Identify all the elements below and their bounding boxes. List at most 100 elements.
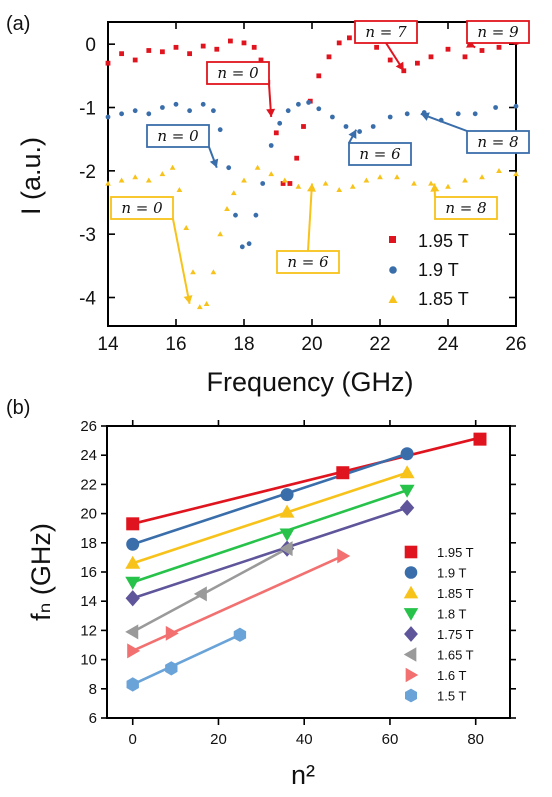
y-tick-label: 22 <box>80 476 97 493</box>
legend-marker-1-5-t <box>405 689 417 703</box>
legend-label-1-9-t: 1.9 T <box>437 566 466 581</box>
panel-b-x-axis-title: n² <box>291 760 315 790</box>
x-tick-label: 40 <box>296 731 313 748</box>
data-point-1-95-t <box>106 61 111 66</box>
data-point-1-9-t <box>269 143 274 148</box>
data-point-1-9-t <box>119 111 124 116</box>
x-tick-label: 20 <box>301 334 322 355</box>
data-point-1-85-t <box>296 184 302 189</box>
x-tick-label: 20 <box>210 731 227 748</box>
data-point-1-95-t <box>133 58 138 63</box>
data-point-1-85-t <box>513 171 519 176</box>
annotation-label: n = 7 <box>365 23 407 41</box>
data-point-1-95-t <box>388 58 393 63</box>
data-point-1-9-t <box>260 181 265 186</box>
data-point-1-9-t <box>254 213 259 218</box>
panel-a-label: (a) <box>6 13 30 35</box>
fit-line-1-9-t <box>133 454 407 545</box>
data-point-1-85-t <box>177 187 183 192</box>
x-tick-label: 26 <box>505 334 526 355</box>
legend-marker-1-85-t <box>404 586 418 599</box>
annotation-arrow <box>173 219 190 304</box>
fit-line-1-85-t <box>133 473 407 564</box>
data-point-1-75-t <box>400 500 414 516</box>
data-point-1-9-t <box>344 124 349 129</box>
annotation-label: n = 0 <box>217 64 259 82</box>
y-tick-label: 6 <box>89 710 97 727</box>
data-point-1-95-t <box>214 47 219 52</box>
legend-label-1-85t: 1.85 T <box>418 289 469 309</box>
data-point-1-9-t <box>405 111 410 116</box>
x-tick-label: 18 <box>233 334 254 355</box>
data-point-1-85-t <box>394 174 400 179</box>
data-point-1-85-t <box>411 181 417 186</box>
data-point-1-9-t <box>233 213 238 218</box>
data-point-1-85-t <box>268 171 274 176</box>
data-point-1-6-t <box>166 626 179 641</box>
annotation-label: n = 0 <box>157 127 199 145</box>
data-point-1-9-t <box>473 111 478 116</box>
legend-marker-1-9-t <box>405 566 418 579</box>
data-point-1-95-t <box>288 181 293 186</box>
panel-b-fit-lines <box>133 438 480 685</box>
data-point-1-95-t <box>160 49 165 54</box>
panel-b: (b) 0 20 40 60 80 6 8 10 12 14 16 18 20 22 24 26 n² fₙ… <box>6 397 516 790</box>
data-point-1-95-t <box>497 45 502 50</box>
annotation-arrowhead <box>184 295 193 304</box>
y-tick-label: 0 <box>85 35 96 56</box>
data-point-1-9-t <box>106 115 111 120</box>
data-point-1-85-t <box>231 190 237 195</box>
fit-line-1-75-t <box>133 508 407 599</box>
legend-marker-1-8-t <box>404 608 418 621</box>
data-point-1-9-t <box>456 111 461 116</box>
data-point-1-9-t <box>388 115 393 120</box>
data-point-1-85-t <box>336 187 342 192</box>
annotation-label: n = 8 <box>445 199 486 217</box>
annotation-arrowhead <box>266 109 275 117</box>
x-tick-label: 80 <box>467 731 484 748</box>
data-point-1-9-t <box>218 127 223 132</box>
data-point-1-9-t <box>330 115 335 120</box>
legend-label-1-85-t: 1.85 T <box>437 586 474 601</box>
y-tick-label: 12 <box>80 622 97 639</box>
legend-marker-1-95t <box>389 236 396 243</box>
data-point-1-95-t <box>463 54 468 59</box>
data-point-1-85-t <box>132 174 138 179</box>
y-tick-label: 8 <box>89 681 97 698</box>
data-point-1-9-t <box>226 165 231 170</box>
data-point-1-8-t <box>280 529 295 542</box>
data-point-1-85-t <box>377 174 383 179</box>
data-point-1-95-t <box>415 61 420 66</box>
panel-b-y-axis-title: fₙ (GHz) <box>26 523 56 621</box>
y-tick-label: 26 <box>80 418 97 435</box>
data-point-1-9-t <box>126 538 139 551</box>
data-point-1-9-t <box>146 111 151 116</box>
data-point-1-95-t <box>374 45 379 50</box>
x-tick-label: 60 <box>382 731 399 748</box>
data-point-1-85-t <box>224 206 230 211</box>
panel-a-legend: 1.95 T 1.9 T 1.85 T <box>389 231 469 309</box>
data-point-1-6-t <box>127 643 140 658</box>
data-point-1-85-t <box>119 177 125 182</box>
data-point-1-95-t <box>480 48 485 53</box>
legend-marker-1-6-t <box>406 668 419 682</box>
data-point-1-95-t <box>347 35 352 40</box>
data-point-1-95-t <box>429 54 434 59</box>
panel-a-y-axis-title: I (a.u.) <box>16 137 46 215</box>
data-point-1-85-t <box>255 165 261 170</box>
data-point-1-85-t <box>428 181 434 186</box>
legend-marker-1-65-t <box>404 647 417 661</box>
y-tick-label: -1 <box>79 99 96 120</box>
panel-a: (a) 14 16 18 20 22 24 26 0-1-2-3-4 Frequency (… <box>6 13 529 397</box>
data-point-1-95-t <box>201 44 206 49</box>
data-point-1-5-t <box>127 677 139 691</box>
data-point-1-6-t <box>337 548 350 563</box>
legend-label-1-9t: 1.9 T <box>418 260 459 280</box>
data-point-1-85-t <box>364 177 370 182</box>
data-point-1-85-t <box>462 177 468 182</box>
data-point-1-9-t <box>371 124 376 129</box>
data-point-1-75-t <box>126 590 140 606</box>
data-point-1-9-t <box>281 488 294 501</box>
panel-b-x-ticks: 0 20 40 60 80 <box>129 420 484 748</box>
x-tick-label: 24 <box>437 334 459 355</box>
